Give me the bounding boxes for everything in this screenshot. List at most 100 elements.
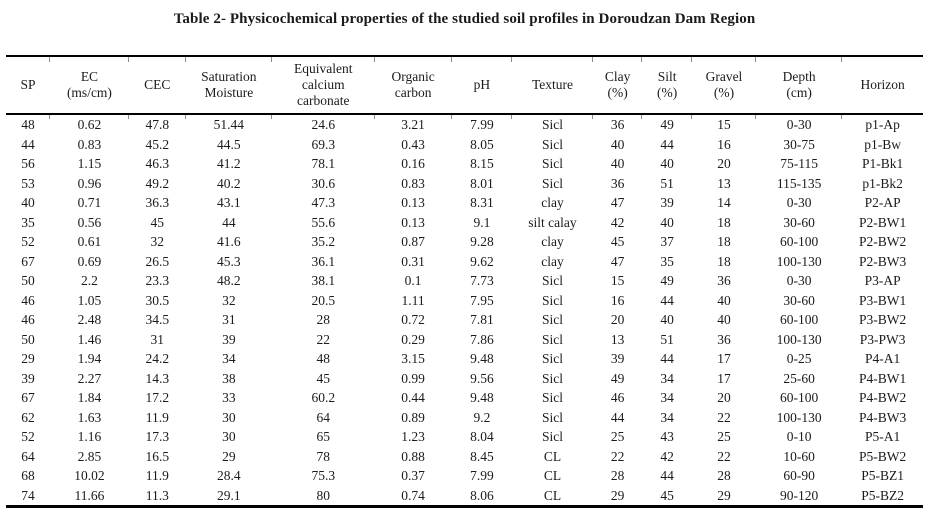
table-cell: 9.48 bbox=[470, 390, 494, 405]
table-cell: 8.31 bbox=[470, 195, 494, 210]
table-cell: P5-BW2 bbox=[858, 448, 907, 464]
table-cell: 0.13 bbox=[401, 214, 425, 230]
table-cell: 60.2 bbox=[311, 390, 336, 405]
column-header: Clay (%) bbox=[591, 56, 643, 115]
table-cell: 40 bbox=[717, 292, 731, 308]
table-cell: 0.69 bbox=[77, 253, 102, 269]
table-cell: p1-Bk2 bbox=[862, 175, 903, 191]
table-cell: 53 bbox=[21, 175, 35, 191]
table-cell: 16 bbox=[610, 292, 625, 308]
table-row: 46 2.48 34.5 31 28 0.72 7.81 Sicl 20 40 40 60-100 P3… bbox=[6, 310, 923, 330]
table-cell: 0.31 bbox=[401, 253, 425, 269]
table-cell: 9.1 bbox=[473, 214, 491, 230]
table-cell: 44 bbox=[660, 351, 674, 366]
table-cell: 40 bbox=[610, 136, 625, 152]
table-cell: 2.85 bbox=[77, 448, 102, 464]
table-cell: Sicl bbox=[541, 370, 563, 386]
table-cell: P2-BW3 bbox=[858, 253, 907, 269]
table-cell: 7.99 bbox=[470, 468, 494, 483]
table-cell: 115-135 bbox=[776, 175, 822, 191]
table-cell: 37 bbox=[660, 234, 674, 249]
table-row: 62 1.63 11.9 30 64 0.89 9.2 Sicl 44 34 22 100-130 P4… bbox=[6, 408, 923, 428]
table-cell: Sicl bbox=[541, 273, 563, 288]
table-cell: 49 bbox=[610, 370, 625, 386]
table-cell: 40 bbox=[660, 214, 674, 230]
table-row: 67 1.84 17.2 33 60.2 0.44 9.48 Sicl 46 34 20 60-100… bbox=[6, 388, 923, 408]
column-header: Silt (%) bbox=[641, 56, 692, 115]
table-cell: 7.86 bbox=[470, 331, 494, 347]
table-cell: 45.3 bbox=[217, 253, 241, 269]
table-cell: 15 bbox=[610, 273, 625, 288]
table-cell: 36 bbox=[717, 273, 731, 288]
table-cell: 40 bbox=[21, 195, 35, 210]
column-header: Depth (cm) bbox=[755, 56, 843, 115]
table-cell: 34 bbox=[660, 390, 674, 405]
table-cell: 18 bbox=[717, 214, 731, 230]
table-cell: 44 bbox=[21, 136, 35, 152]
table-cell: 0.87 bbox=[401, 234, 425, 249]
table-cell: 1.94 bbox=[77, 351, 102, 366]
table-cell: 44 bbox=[660, 136, 674, 152]
table-cell: 0-30 bbox=[755, 114, 842, 135]
table-cell: 9.2 bbox=[473, 409, 491, 425]
table-cell: 44 bbox=[660, 292, 674, 308]
table-cell: 8.06 bbox=[470, 487, 494, 503]
table-cell: 22 bbox=[717, 409, 731, 425]
table-cell: 42 bbox=[610, 214, 625, 230]
table-row: 52 0.61 32 41.6 35.2 0.87 9.28 clay 45 37 18 60-100… bbox=[6, 232, 923, 252]
table-cell: 30-75 bbox=[783, 136, 815, 152]
table-cell: 9.56 bbox=[470, 370, 494, 386]
table-cell: 41.6 bbox=[217, 234, 241, 249]
header-row: SP EC (ms/cm) CEC Saturation Moisture Equiva… bbox=[6, 56, 923, 115]
table-cell: 48 bbox=[316, 351, 331, 366]
table-cell: clay bbox=[541, 234, 564, 249]
column-header: Equivalent calcium carbonate bbox=[270, 56, 375, 115]
table-cell: 64 bbox=[21, 448, 35, 464]
table-cell: 49 bbox=[660, 273, 674, 288]
table-cell: 11.3 bbox=[145, 487, 169, 503]
table-cell: 1.11 bbox=[401, 292, 425, 308]
table-cell: 0.37 bbox=[401, 468, 425, 483]
table-cell: P3-BW2 bbox=[858, 312, 907, 327]
table-cell: P1-Bk1 bbox=[861, 156, 904, 171]
table-cell: 2.27 bbox=[77, 370, 102, 386]
table-cell: 17 bbox=[717, 351, 731, 366]
table-cell: 47.8 bbox=[127, 114, 186, 135]
table-cell: 41.2 bbox=[217, 156, 241, 171]
table-row: 52 1.16 17.3 30 65 1.23 8.04 Sicl 25 43 25 0-10 P5-A… bbox=[6, 427, 923, 447]
table-cell: 44 bbox=[610, 409, 625, 425]
table-cell: 49.2 bbox=[145, 175, 170, 191]
table-cell: Sicl bbox=[541, 292, 563, 308]
table-cell: Sicl bbox=[541, 409, 563, 425]
table-body: 48 0.62 47.8 51.44 24.6 3.21 7.99 Sicl 36 49 15 0-3… bbox=[6, 114, 923, 507]
table-cell: 45 bbox=[610, 234, 625, 249]
table-cell: 40.2 bbox=[217, 175, 241, 191]
table-cell: 0.89 bbox=[401, 409, 425, 425]
table-cell: 3.21 bbox=[373, 114, 452, 135]
table-cell: 43.1 bbox=[217, 195, 241, 210]
column-header: Organic carbon bbox=[373, 56, 452, 115]
table-cell: 0.83 bbox=[401, 175, 425, 191]
table-cell: 13 bbox=[717, 175, 731, 191]
table-cell: P3-AP bbox=[864, 273, 901, 288]
column-header: SP bbox=[6, 56, 51, 115]
table-cell: 36.3 bbox=[145, 195, 170, 210]
table-cell: 11.9 bbox=[145, 409, 169, 425]
table-cell: 35 bbox=[21, 214, 35, 230]
table-cell: 29 bbox=[717, 487, 731, 503]
table-cell: 3.15 bbox=[401, 351, 425, 366]
table-cell: 68 bbox=[21, 468, 35, 483]
table-cell: 30-60 bbox=[783, 292, 815, 308]
table-cell: 20 bbox=[610, 312, 625, 327]
table-row: 29 1.94 24.2 34 48 3.15 9.48 Sicl 39 44 17 0-25 P4-A… bbox=[6, 349, 923, 369]
table-cell: 28 bbox=[610, 468, 625, 483]
table-cell: 55.6 bbox=[311, 214, 336, 230]
table-cell: 80 bbox=[316, 487, 331, 503]
table-cell: 23.3 bbox=[145, 273, 170, 288]
table-cell: 7.81 bbox=[470, 312, 494, 327]
table-cell: 64 bbox=[316, 409, 331, 425]
table-cell: 52 bbox=[21, 429, 35, 444]
table-cell: clay bbox=[541, 253, 564, 269]
table-cell: 0-10 bbox=[786, 429, 812, 444]
